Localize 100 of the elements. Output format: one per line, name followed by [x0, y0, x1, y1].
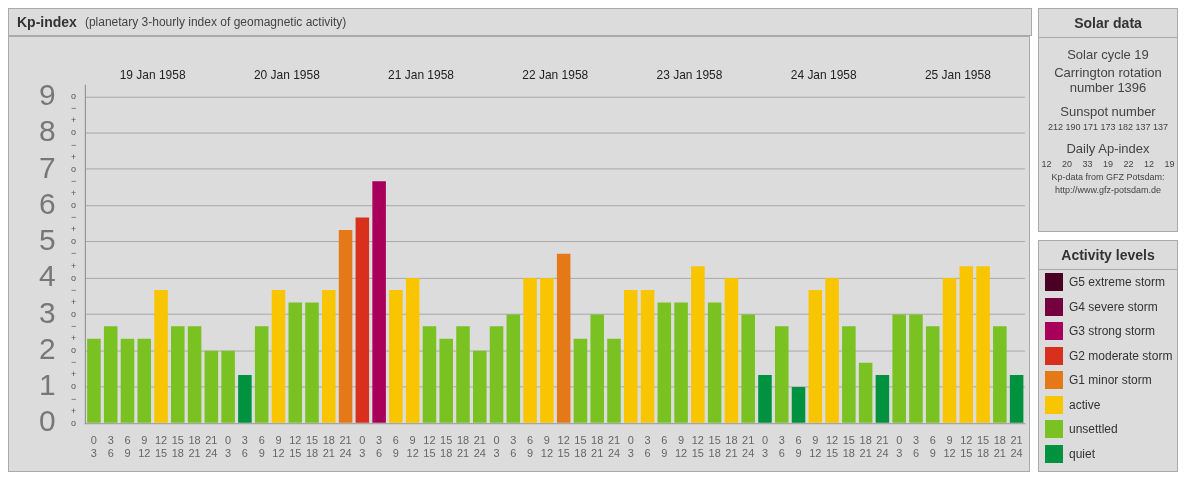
bar	[925, 326, 940, 423]
text: o	[71, 417, 77, 428]
bar	[942, 278, 957, 423]
bar	[523, 278, 537, 423]
text: 25 Jan 1958	[924, 68, 992, 83]
bar	[590, 314, 604, 423]
bar	[187, 326, 202, 423]
x-tick-label: 3 6	[376, 433, 383, 459]
text: −	[70, 393, 77, 404]
text: 23 Jan 1958	[656, 68, 723, 83]
x-tick-label: 3 6	[241, 433, 248, 459]
x-tick-label: 9 12	[138, 433, 151, 459]
x-tick-label: 12 15	[960, 433, 973, 459]
bar	[858, 362, 873, 423]
bar	[993, 326, 1007, 423]
bar	[674, 302, 688, 423]
bar	[506, 314, 521, 423]
x-tick-label: 18 21	[993, 433, 1006, 459]
x-tick-label: 15 18	[976, 433, 990, 459]
bar	[707, 302, 722, 423]
bar	[322, 290, 336, 423]
x-tick-label: 18 21	[725, 433, 738, 459]
x-tick-label: 3 6	[778, 433, 785, 459]
text: Daily Ap-index	[1065, 141, 1151, 156]
text: 21 Jan 1958	[388, 68, 455, 83]
x-tick-label: 9 12	[272, 433, 285, 459]
text: 212 190 171 173 182 137 137	[1046, 122, 1170, 132]
x-tick-label: 9 12	[540, 433, 553, 459]
text: o	[71, 345, 77, 356]
bar	[640, 290, 655, 423]
bar	[372, 181, 386, 423]
x-tick-label: 6 9	[124, 433, 131, 459]
x-tick-label: 9 12	[943, 433, 956, 459]
x-tick-label: 0 3	[493, 433, 500, 459]
text: +	[70, 224, 77, 235]
y-tick-label: 8	[38, 114, 56, 148]
bar	[221, 350, 235, 423]
bar	[405, 278, 420, 423]
x-tick-label: 3 6	[107, 433, 114, 459]
bar	[556, 253, 571, 423]
text: −	[70, 212, 77, 223]
x-tick-label: 12 15	[423, 433, 436, 459]
text: +	[70, 115, 77, 126]
bar	[791, 386, 806, 423]
y-tick-label: 3	[38, 295, 56, 329]
y-tick-label: 5	[38, 223, 56, 257]
text: −	[70, 139, 77, 150]
legend-label: G2 moderate storm	[1069, 348, 1173, 363]
x-tick-label: 18 21	[591, 433, 604, 459]
x-tick-label: 21 24	[607, 433, 621, 459]
chart-subtitle: (planetary 3-hourly index of geomagnetic activity)	[84, 15, 347, 29]
text: +	[70, 369, 77, 380]
bar	[473, 350, 487, 423]
x-tick-label: 15 18	[574, 433, 587, 459]
text: Kp-data from GFZ Potsdam:	[1050, 172, 1166, 182]
bar	[959, 266, 974, 423]
bar	[456, 326, 470, 423]
x-tick-label: 12 15	[154, 433, 168, 459]
text: o	[71, 91, 77, 102]
text: o	[71, 163, 77, 174]
bar	[623, 290, 638, 423]
x-tick-label: 6 9	[929, 433, 936, 459]
text: +	[70, 151, 77, 162]
x-tick-label: 3 6	[912, 433, 920, 459]
y-tick-label: 0	[38, 404, 56, 438]
x-tick-label: 15 18	[842, 433, 855, 459]
bar	[238, 374, 252, 423]
x-tick-label: 9 12	[406, 433, 419, 459]
bar	[892, 314, 906, 423]
x-tick-label: 21 24	[339, 433, 352, 459]
text: +	[70, 187, 77, 198]
x-tick-label: 21 24	[876, 433, 889, 459]
x-tick-label: 0 3	[90, 433, 97, 459]
x-tick-label: 0 3	[359, 433, 366, 459]
x-tick-label: 6 9	[258, 433, 265, 459]
x-tick-label: 9 12	[674, 433, 688, 459]
x-tick-label: 21 24	[742, 433, 755, 459]
text: o	[71, 236, 77, 247]
legend-label: G5 extreme storm	[1069, 275, 1166, 290]
legend-label: G1 minor storm	[1069, 373, 1152, 388]
text: +	[70, 296, 77, 307]
text: +	[70, 260, 77, 271]
x-tick-label: 12 15	[825, 433, 839, 459]
bar	[691, 266, 705, 423]
x-tick-label: 21 24	[205, 433, 218, 459]
text: o	[71, 127, 77, 138]
x-tick-label: 15 18	[708, 433, 721, 459]
text: −	[70, 320, 77, 331]
x-tick-label: 18 21	[188, 433, 201, 459]
x-tick-label: 12 15	[557, 433, 570, 459]
text: o	[71, 200, 77, 211]
legend-label: G4 severe storm	[1069, 299, 1158, 314]
bar	[808, 290, 823, 423]
bar	[305, 302, 319, 423]
bar	[758, 374, 772, 423]
chart-title: Kp-index	[17, 14, 77, 30]
y-tick-label: 2	[38, 331, 56, 365]
legend-title: Activity levels	[1039, 241, 1177, 270]
bar	[540, 278, 554, 423]
bar	[254, 326, 269, 423]
